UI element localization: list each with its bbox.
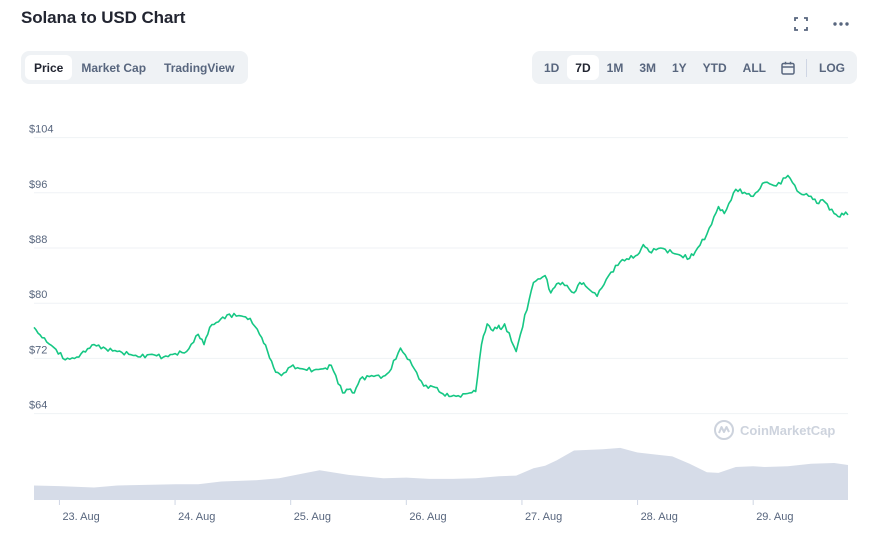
coinmarketcap-logo-icon xyxy=(714,420,734,440)
x-axis: 23. Aug 24. Aug 25. Aug 26. Aug 27. Aug 28. A… xyxy=(58,500,794,523)
range-divider xyxy=(806,58,807,77)
view-tabs: Price Market Cap TradingView xyxy=(21,51,248,84)
price-line xyxy=(33,174,849,398)
y-tick-label: $104 xyxy=(29,124,53,136)
page-title: Solana to USD Chart xyxy=(21,8,186,27)
x-tick-label: 25. Aug xyxy=(294,511,331,523)
x-tick-label: 24. Aug xyxy=(178,511,215,523)
more-icon[interactable] xyxy=(831,14,851,34)
range-1d[interactable]: 1D xyxy=(543,60,560,75)
x-tick-label: 28. Aug xyxy=(641,511,678,523)
range-ytd[interactable]: YTD xyxy=(702,60,727,75)
range-1y[interactable]: 1Y xyxy=(671,60,687,75)
price-line-layer xyxy=(33,174,849,398)
fullscreen-icon[interactable] xyxy=(791,14,811,34)
range-1m[interactable]: 1M xyxy=(606,60,624,75)
range-tabs: 1D 7D 1M 3M 1Y YTD ALL LOG xyxy=(531,51,857,84)
chart-grid xyxy=(34,137,848,415)
calendar-icon[interactable] xyxy=(774,55,802,80)
watermark-text: CoinMarketCap xyxy=(740,422,836,438)
y-axis: $104 $96 $88 $80 $72 $64 xyxy=(29,124,53,412)
log-toggle[interactable]: LOG xyxy=(819,60,845,75)
volume-area xyxy=(34,447,848,500)
y-tick-label: $72 xyxy=(29,344,47,356)
x-tick-label: 29. Aug xyxy=(756,511,793,523)
tab-market-cap[interactable]: Market Cap xyxy=(81,60,147,75)
volume-area-path xyxy=(34,447,848,500)
x-tick-label: 27. Aug xyxy=(525,511,562,523)
x-tick-label: 26. Aug xyxy=(409,511,446,523)
y-tick-label: $96 xyxy=(29,179,47,191)
range-all[interactable]: ALL xyxy=(742,60,766,75)
y-tick-label: $80 xyxy=(29,289,47,301)
tab-tradingview[interactable]: TradingView xyxy=(164,60,235,75)
top-actions xyxy=(791,14,851,34)
range-7d[interactable]: 7D xyxy=(567,55,599,80)
x-tick-label: 23. Aug xyxy=(62,511,99,523)
watermark: CoinMarketCap xyxy=(713,419,835,441)
tab-price[interactable]: Price xyxy=(25,55,73,80)
y-tick-label: $64 xyxy=(29,400,47,412)
range-3m[interactable]: 3M xyxy=(639,60,656,75)
y-tick-label: $88 xyxy=(29,234,47,246)
